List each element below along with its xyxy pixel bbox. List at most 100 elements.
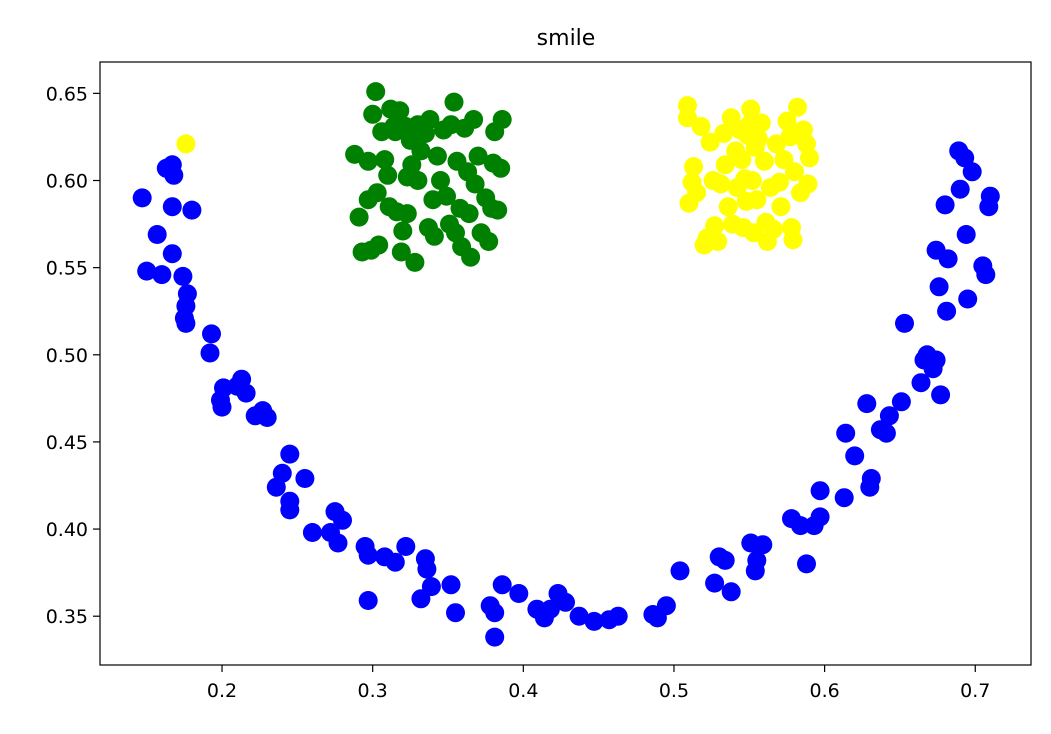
data-point (879, 406, 899, 426)
data-point (962, 162, 982, 182)
data-point (132, 188, 152, 208)
data-point (369, 235, 389, 255)
data-point (678, 108, 697, 128)
data-point (393, 221, 413, 241)
data-point (137, 261, 157, 281)
data-point (732, 150, 752, 170)
x-tick-label: 0.6 (810, 680, 840, 702)
data-point (152, 265, 172, 285)
y-tick-label: 0.35 (46, 606, 88, 628)
data-point (584, 611, 604, 631)
data-point (748, 129, 768, 149)
data-point (176, 313, 196, 333)
data-point (375, 150, 395, 170)
data-point (479, 232, 499, 251)
data-point (492, 110, 512, 129)
data-point (797, 554, 816, 574)
data-point (162, 244, 182, 264)
data-point (876, 423, 896, 443)
chart-title: smile (537, 26, 596, 51)
data-point (791, 516, 810, 536)
data-point (937, 301, 957, 321)
marks-layer (132, 82, 1000, 647)
data-point (212, 397, 232, 417)
data-point (328, 533, 348, 553)
data-point (441, 575, 461, 595)
data-point (446, 603, 465, 623)
data-point (980, 186, 1000, 206)
data-point (800, 148, 819, 168)
data-point (769, 172, 789, 192)
data-point (402, 155, 422, 175)
data-point (540, 599, 560, 619)
data-point (437, 186, 456, 206)
data-point (771, 197, 791, 217)
data-point (955, 148, 975, 168)
data-point (408, 171, 428, 190)
data-point (956, 225, 976, 244)
data-point (747, 550, 767, 570)
data-point (483, 153, 503, 173)
data-point (385, 122, 405, 142)
data-point (911, 373, 931, 393)
data-point (836, 423, 856, 443)
data-point (200, 343, 220, 363)
data-point (295, 469, 315, 488)
x-tick-label: 0.3 (358, 680, 388, 702)
data-point (608, 606, 628, 626)
data-point (417, 559, 437, 579)
data-point (715, 155, 735, 175)
data-point (891, 392, 911, 412)
y-tick-label: 0.40 (46, 519, 88, 541)
data-point (754, 151, 774, 171)
data-point (691, 117, 711, 136)
data-point (705, 216, 725, 236)
data-point (834, 488, 854, 508)
data-point (492, 575, 512, 595)
data-point (176, 134, 196, 154)
data-point (391, 242, 411, 262)
data-point (461, 247, 481, 267)
y-tick-label: 0.65 (46, 83, 88, 105)
data-point (929, 277, 949, 297)
data-point (405, 252, 425, 272)
data-point (164, 165, 184, 185)
data-point (684, 157, 704, 177)
data-point (798, 174, 818, 194)
data-point (656, 596, 676, 616)
data-point (147, 225, 167, 244)
data-point (280, 444, 300, 464)
y-tick-label: 0.50 (46, 345, 88, 367)
data-point (783, 230, 803, 250)
data-point (742, 171, 762, 190)
data-point (367, 183, 387, 203)
data-point (845, 446, 865, 466)
plot-frame (99, 61, 1032, 666)
x-tick-label: 0.5 (659, 680, 689, 702)
data-point (257, 408, 277, 427)
data-point (385, 552, 405, 572)
x-tick-label: 0.2 (207, 680, 237, 702)
data-point (266, 477, 286, 497)
data-point (202, 324, 221, 344)
data-point (302, 523, 322, 542)
data-point (421, 577, 441, 597)
data-point (390, 101, 410, 121)
data-point (280, 500, 300, 520)
data-point (861, 469, 881, 488)
data-point (810, 481, 830, 501)
data-point (569, 606, 589, 626)
x-axis: 0.2 0.3 0.4 0.5 0.6 0.7 (207, 665, 990, 702)
data-point (182, 200, 202, 220)
data-point (715, 550, 735, 570)
data-point (935, 195, 955, 215)
data-point (378, 165, 398, 185)
data-point (670, 561, 690, 581)
data-point (236, 383, 256, 403)
data-point (420, 110, 440, 129)
data-point (162, 197, 182, 217)
data-point (857, 394, 877, 414)
data-point (714, 124, 734, 143)
data-point (810, 507, 830, 527)
